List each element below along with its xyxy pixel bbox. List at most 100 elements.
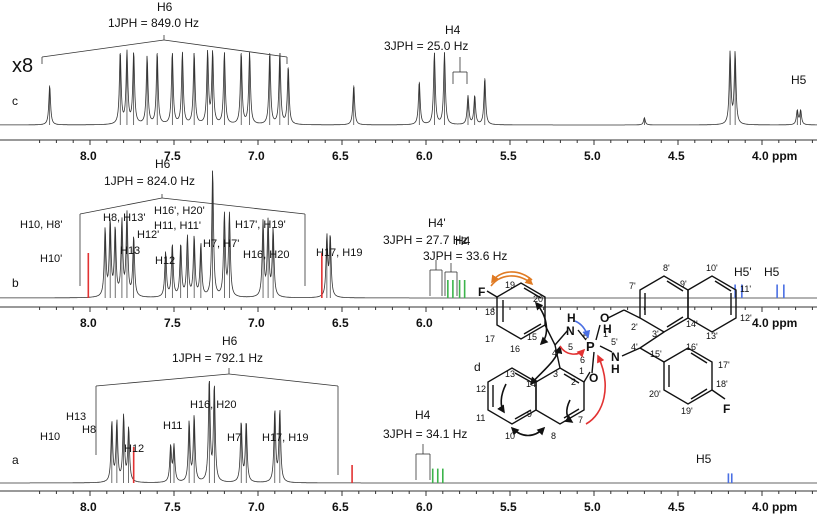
h7-h7p-label-b: H7, H7' — [203, 238, 239, 250]
spectrum-trace-c — [0, 49, 817, 126]
num-19p: 19' — [681, 406, 693, 416]
x-tick-label-c-3: 6.5 — [332, 149, 349, 163]
h12-label-b: H12 — [155, 255, 175, 267]
h5-label-c: H5 — [791, 73, 807, 87]
peaks-c — [49, 53, 801, 125]
h4-coupling-a: 3JPH = 34.1 Hz — [383, 427, 467, 441]
num-6: 6 — [580, 355, 585, 365]
num-8p: 8' — [663, 263, 670, 273]
x-tick-label-b-2: 7.0 — [248, 316, 265, 330]
h4-coupling-c: 3JPH = 25.0 Hz — [384, 39, 468, 53]
x-tick-label-b-3: 6.5 — [332, 316, 349, 330]
h6-coupling-a: 1JPH = 792.1 Hz — [172, 351, 263, 365]
num-16: 16 — [510, 344, 520, 354]
ppm-label-a: ppm — [772, 500, 797, 514]
h12p-label-b: H12' — [137, 229, 159, 241]
orange-arrow-20-19 — [491, 271, 533, 284]
panel-label-a: a — [12, 453, 19, 467]
x-tick-label-c-2: 7.0 — [248, 149, 265, 163]
h5-label-a: H5 — [696, 452, 712, 466]
black-arrow-4-13 — [529, 345, 563, 386]
x-axis-c: 8.0 7.5 7.0 6.5 6.0 5.5 5.0 4.5 4.0 — [39, 140, 813, 163]
atom-H-P: H — [603, 322, 612, 336]
num-11: 11 — [476, 413, 485, 423]
atom-F-top: F — [478, 285, 485, 299]
num-11p: 11' — [740, 284, 751, 294]
x-tick-label-a-2: 7.0 — [248, 500, 265, 514]
x-tick-label-c-4: 6.0 — [416, 149, 433, 163]
atom-N-5p: N — [611, 350, 620, 364]
h4p-label-b: H4' — [428, 216, 446, 230]
num-7p: 7' — [629, 281, 636, 291]
molecular-structure: d — [474, 263, 752, 441]
num-1: 1 — [579, 366, 584, 376]
h12-label-a: H12 — [124, 443, 144, 455]
black-arrow-10-8 — [510, 426, 546, 437]
x-tick-label-b-1: 7.5 — [164, 316, 181, 330]
h4-coupling-b: 3JPH = 33.6 Hz — [423, 249, 507, 263]
num-14p: 14' — [686, 319, 698, 329]
h17-h19-label-a: H17, H19 — [262, 432, 308, 444]
x-tick-label-a-7: 4.5 — [668, 500, 685, 514]
num-2p: 2' — [631, 322, 638, 332]
num-5: 5 — [568, 342, 573, 352]
h6-coupling-bracket-a — [95, 368, 339, 475]
red-arrow-4-P — [559, 345, 586, 358]
num-18: 18 — [485, 307, 495, 317]
h4-label-c: H4 — [445, 23, 461, 37]
x-tick-label-a-8: 4.0 — [752, 500, 769, 514]
num-20: 20 — [533, 294, 543, 304]
h10-label-a: H10 — [40, 431, 60, 443]
panel-label-b: b — [12, 276, 19, 290]
x-tick-label-c-7: 4.5 — [668, 149, 685, 163]
h17p-h19p-label-b: H17', H19' — [235, 219, 286, 231]
num-10p: 10' — [706, 263, 718, 273]
ppm-label-b: ppm — [772, 316, 797, 330]
scale-factor-label: x8 — [12, 55, 33, 77]
h17-h19-label-b: H17, H19 — [316, 247, 362, 259]
x-tick-label-b-4: 6.0 — [416, 316, 433, 330]
num-5p: 5' — [611, 337, 618, 347]
num-9: 9 — [527, 409, 532, 419]
black-arrow-12-11 — [497, 383, 507, 414]
atom-N-5: N — [566, 324, 575, 338]
panel-label-d: d — [474, 360, 481, 374]
h6-label-a: H6 — [222, 334, 238, 348]
num-17p: 17' — [718, 360, 730, 370]
h6-label-c: H6 — [157, 0, 173, 14]
x-tick-label-c-8: 4.0 — [752, 149, 769, 163]
h8-h13p-label-b: H8, H13' — [103, 212, 145, 224]
num-17: 17 — [485, 334, 495, 344]
black-arrow-ring — [564, 399, 574, 423]
h6-coupling-bracket-b — [79, 194, 306, 286]
correlation-arrows — [490, 271, 606, 437]
h4-coupling-bracket-c — [452, 57, 468, 84]
h5-label-b: H5 — [764, 265, 780, 279]
x-tick-label-a-6: 5.0 — [584, 500, 601, 514]
num-12p: 12' — [740, 313, 752, 323]
x-tick-label-c-0: 8.0 — [80, 149, 97, 163]
h10-h8p-label-b: H10, H8' — [20, 219, 62, 231]
num-3: 3 — [553, 369, 558, 379]
num-4p: 4' — [631, 342, 638, 352]
x-tick-label-a-5: 5.5 — [500, 500, 517, 514]
x-tick-label-a-4: 6.0 — [416, 500, 433, 514]
h6-coupling-c: 1JPH = 849.0 Hz — [108, 16, 199, 30]
num-7: 7 — [578, 415, 583, 425]
x-tick-label-a-0: 8.0 — [80, 500, 97, 514]
x-axis-b: 8.0 7.5 7.0 6.5 6.0 4.0 — [39, 307, 813, 330]
num-1p: 1' — [603, 329, 610, 339]
num-20p: 20' — [649, 389, 661, 399]
num-16p: 16' — [686, 342, 698, 352]
h6-coupling-bracket-c — [41, 35, 288, 64]
num-15: 15 — [527, 332, 537, 342]
atom-O-1p: O — [600, 311, 609, 325]
num-18p: 18' — [716, 379, 728, 389]
x-tick-label-c-6: 5.0 — [584, 149, 601, 163]
num-15p: 15' — [650, 349, 662, 359]
h4-label-a: H4 — [415, 408, 431, 422]
h5p-label-b: H5' — [734, 265, 752, 279]
spectrum-panel-a: 8.0 7.5 7.0 6.5 6.0 5.5 5.0 4.5 4.0 a ppm H6 1JP… — [0, 334, 817, 514]
spectrum-trace-a — [0, 380, 817, 484]
